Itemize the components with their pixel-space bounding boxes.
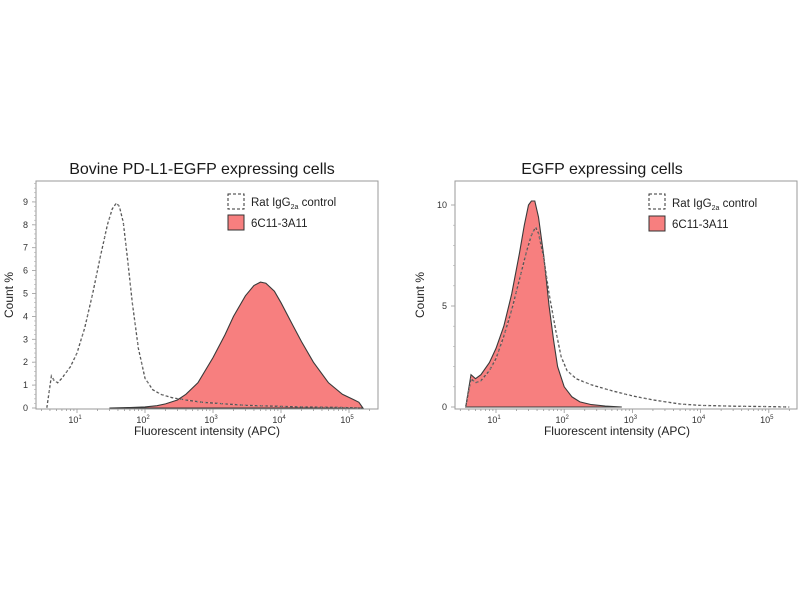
y-tick-label: 6 <box>23 266 28 276</box>
legend-label-antibody: 6C11-3A11 <box>251 218 307 230</box>
series-line-control-highlight <box>46 202 362 409</box>
x-tick-label: 104 <box>272 415 286 425</box>
y-tick-label: 7 <box>23 243 28 253</box>
chart-title: Bovine PD-L1-EGFP expressing cells <box>69 161 335 178</box>
y-tick-label: 0 <box>442 402 447 412</box>
y-tick-label: 2 <box>23 357 28 367</box>
y-tick-label: 10 <box>437 200 447 210</box>
legend: Rat IgG2a control 6C11-3A11 <box>227 193 336 231</box>
y-axis-label: Count % <box>413 272 427 318</box>
plot-frame <box>35 180 379 410</box>
series-area-antibody <box>109 281 364 409</box>
chart-title: EGFP expressing cells <box>521 161 683 178</box>
legend-swatch-antibody <box>227 214 245 231</box>
x-tick-label: 105 <box>340 415 354 425</box>
x-tick-label: 101 <box>487 415 501 425</box>
chart-egfp: EGFP expressing cells Count % Fluorescen… <box>413 161 798 438</box>
x-tick-label: 102 <box>556 415 570 425</box>
y-tick-label: 1 <box>23 380 28 390</box>
y-tick-label: 3 <box>23 334 28 344</box>
series-area-antibody <box>465 200 622 408</box>
x-tick-label: 101 <box>68 415 82 425</box>
x-tick-label: 102 <box>136 415 150 425</box>
x-axis-label: Fluorescent intensity (APC) <box>134 424 280 438</box>
x-tick-label: 104 <box>692 415 706 425</box>
y-axis-label: Count % <box>2 272 16 318</box>
legend-swatch-antibody <box>648 215 666 232</box>
plot-marks <box>46 201 364 409</box>
plot-marks <box>465 200 790 408</box>
chart-bovine-pdl1: Bovine PD-L1-EGFP expressing cells Count… <box>2 161 379 438</box>
legend-swatch-control <box>648 193 666 210</box>
legend-swatch-control <box>227 193 245 210</box>
series-line-control-highlight <box>465 226 790 408</box>
x-tick-label: 103 <box>624 415 638 425</box>
legend: Rat IgG2a control 6C11-3A11 <box>648 193 757 232</box>
y-tick-label: 5 <box>442 301 447 311</box>
x-tick-label: 105 <box>760 415 774 425</box>
y-tick-label: 5 <box>23 289 28 299</box>
y-tick-label: 8 <box>23 220 28 230</box>
x-axis-label: Fluorescent intensity (APC) <box>544 424 690 438</box>
y-tick-label: 0 <box>23 403 28 413</box>
axis-ticks: 101 102 103 104 105 0 1 2 3 4 5 6 7 8 9 <box>23 183 370 425</box>
x-tick-label: 103 <box>204 415 218 425</box>
legend-label-control: Rat IgG2a control <box>672 198 757 212</box>
axis-ticks: 101 102 103 104 105 0 5 10 <box>437 200 790 425</box>
legend-label-control: Rat IgG2a control <box>251 197 336 211</box>
y-tick-label: 4 <box>23 311 28 321</box>
legend-label-antibody: 6C11-3A11 <box>672 219 728 231</box>
y-tick-label: 9 <box>23 197 28 207</box>
